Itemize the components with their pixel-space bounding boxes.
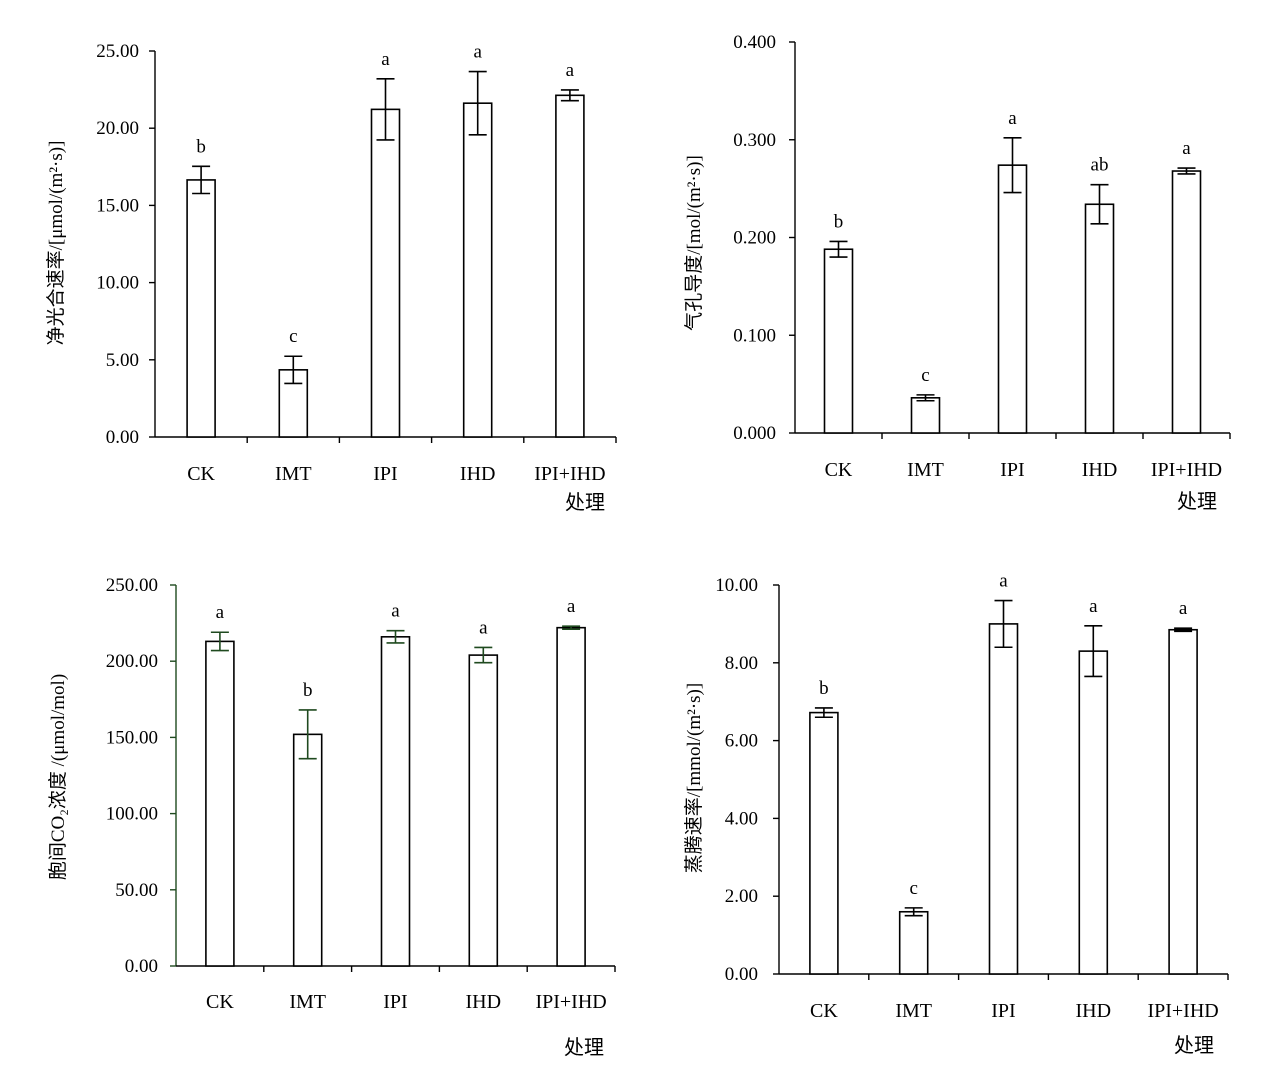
x-category-label: IPI (1000, 459, 1024, 481)
x-category-label: IPI+IHD (1151, 459, 1222, 481)
x-category-label: IMT (895, 1000, 932, 1022)
bar (809, 711, 839, 975)
significance-letter: a (381, 49, 390, 70)
bar (370, 108, 401, 438)
significance-letter: b (834, 211, 844, 232)
y-tick-label: 0.400 (733, 32, 776, 53)
x-category-label: CK (187, 463, 215, 485)
chart-x-axis-title: 处理 (1177, 490, 1217, 513)
y-tick-label: 0.00 (106, 427, 139, 448)
y-tick-label: 20.00 (96, 118, 139, 139)
y-axis-title: 蒸腾速率/[mmol/(m²·s)] (683, 683, 705, 873)
y-tick-label: 10.00 (96, 273, 139, 294)
significance-letter: c (289, 326, 297, 347)
significance-letter: a (391, 601, 400, 622)
intercellular-co2-chart: 处理 0.00 50.00 100.00 150.00 200.00 250.00 a CK b… (47, 575, 616, 1059)
bar (462, 102, 493, 438)
x-category-label: CK (810, 1000, 838, 1022)
significance-letter: a (1008, 108, 1017, 129)
y-tick-label: 2.00 (725, 886, 758, 907)
significance-letter: a (566, 60, 575, 81)
significance-letter: ab (1091, 155, 1109, 176)
significance-letter: a (473, 42, 482, 63)
significance-letter: a (1089, 596, 1098, 617)
x-category-label: CK (825, 459, 853, 481)
x-category-label: IHD (460, 463, 496, 485)
x-category-label: IMT (907, 459, 944, 481)
significance-letter: a (999, 571, 1008, 592)
x-category-label: IPI+IHD (535, 991, 606, 1013)
chart-x-axis-title: 处理 (565, 491, 605, 514)
y-tick-label: 50.00 (115, 880, 158, 901)
x-category-label: IPI+IHD (1147, 1000, 1218, 1022)
x-category-label: IPI (991, 1000, 1015, 1022)
y-tick-label: 0.200 (733, 228, 776, 249)
significance-letter: a (567, 596, 576, 617)
significance-letter: b (196, 136, 206, 157)
significance-letter: a (1182, 138, 1191, 159)
bar (823, 248, 854, 434)
bar (1084, 203, 1115, 434)
y-tick-label: 150.00 (106, 727, 158, 748)
bar (898, 910, 929, 975)
y-tick-label: 250.00 (106, 575, 158, 596)
y-tick-label: 0.00 (125, 956, 158, 977)
y-tick-label: 0.100 (733, 325, 776, 346)
y-tick-label: 5.00 (106, 350, 139, 371)
bar (292, 733, 323, 967)
chart-x-axis-title: 处理 (1174, 1034, 1214, 1057)
bar (556, 626, 586, 967)
y-tick-label: 8.00 (725, 653, 758, 674)
x-category-label: IMT (289, 991, 326, 1013)
chart-x-axis-title: 处理 (564, 1036, 604, 1059)
stomatal-conductance-chart: 处理 0.000 0.100 0.200 0.300 0.400 b CK c IMT a IPI a… (683, 32, 1231, 513)
significance-letter: b (303, 680, 313, 701)
x-category-label: IPI (373, 463, 397, 485)
y-tick-label: 4.00 (725, 808, 758, 829)
photosynthesis-rate-chart: 处理 0.00 5.00 10.00 15.00 20.00 25.00 b CK c IMT a I… (45, 41, 617, 514)
y-tick-label: 0.00 (725, 964, 758, 985)
bar (1171, 170, 1202, 434)
bar (910, 397, 941, 434)
y-tick-label: 200.00 (106, 651, 158, 672)
bar (555, 94, 585, 438)
significance-letter: c (909, 878, 917, 899)
significance-letter: b (819, 678, 829, 699)
bar (1168, 628, 1198, 975)
significance-letter: a (1179, 598, 1188, 619)
x-category-label: CK (206, 991, 234, 1013)
x-category-label: IHD (466, 991, 502, 1013)
y-axis-title: 净光合速率/[μmol/(m²·s)] (45, 141, 67, 346)
y-tick-label: 10.00 (715, 575, 758, 596)
y-tick-label: 100.00 (106, 804, 158, 825)
bar (1078, 650, 1109, 975)
bar (205, 640, 235, 967)
bar (380, 636, 411, 967)
bar (186, 179, 216, 438)
y-axis-title: 气孔导度/[mol/(m²·s)] (683, 155, 705, 331)
y-tick-label: 6.00 (725, 731, 758, 752)
x-category-label: IHD (1076, 1000, 1112, 1022)
significance-letter: a (479, 617, 488, 638)
y-axis-title: 胞间CO₂浓度 /(μmol/mol) (47, 674, 69, 880)
x-category-label: IMT (275, 463, 312, 485)
significance-letter: a (216, 602, 225, 623)
y-tick-label: 25.00 (96, 41, 139, 62)
y-tick-label: 0.000 (733, 423, 776, 444)
significance-letter: c (921, 365, 929, 386)
x-category-label: IPI+IHD (534, 463, 605, 485)
x-category-label: IHD (1082, 459, 1118, 481)
transpiration-rate-chart: 处理 0.00 2.00 4.00 6.00 8.00 10.00 b CK c IMT a IPI a… (683, 571, 1229, 1057)
bar (278, 369, 309, 438)
bar (997, 164, 1028, 434)
bar (988, 623, 1019, 975)
bar (468, 654, 499, 967)
y-tick-label: 15.00 (96, 195, 139, 216)
y-tick-label: 0.300 (733, 130, 776, 151)
x-category-label: IPI (383, 991, 407, 1013)
